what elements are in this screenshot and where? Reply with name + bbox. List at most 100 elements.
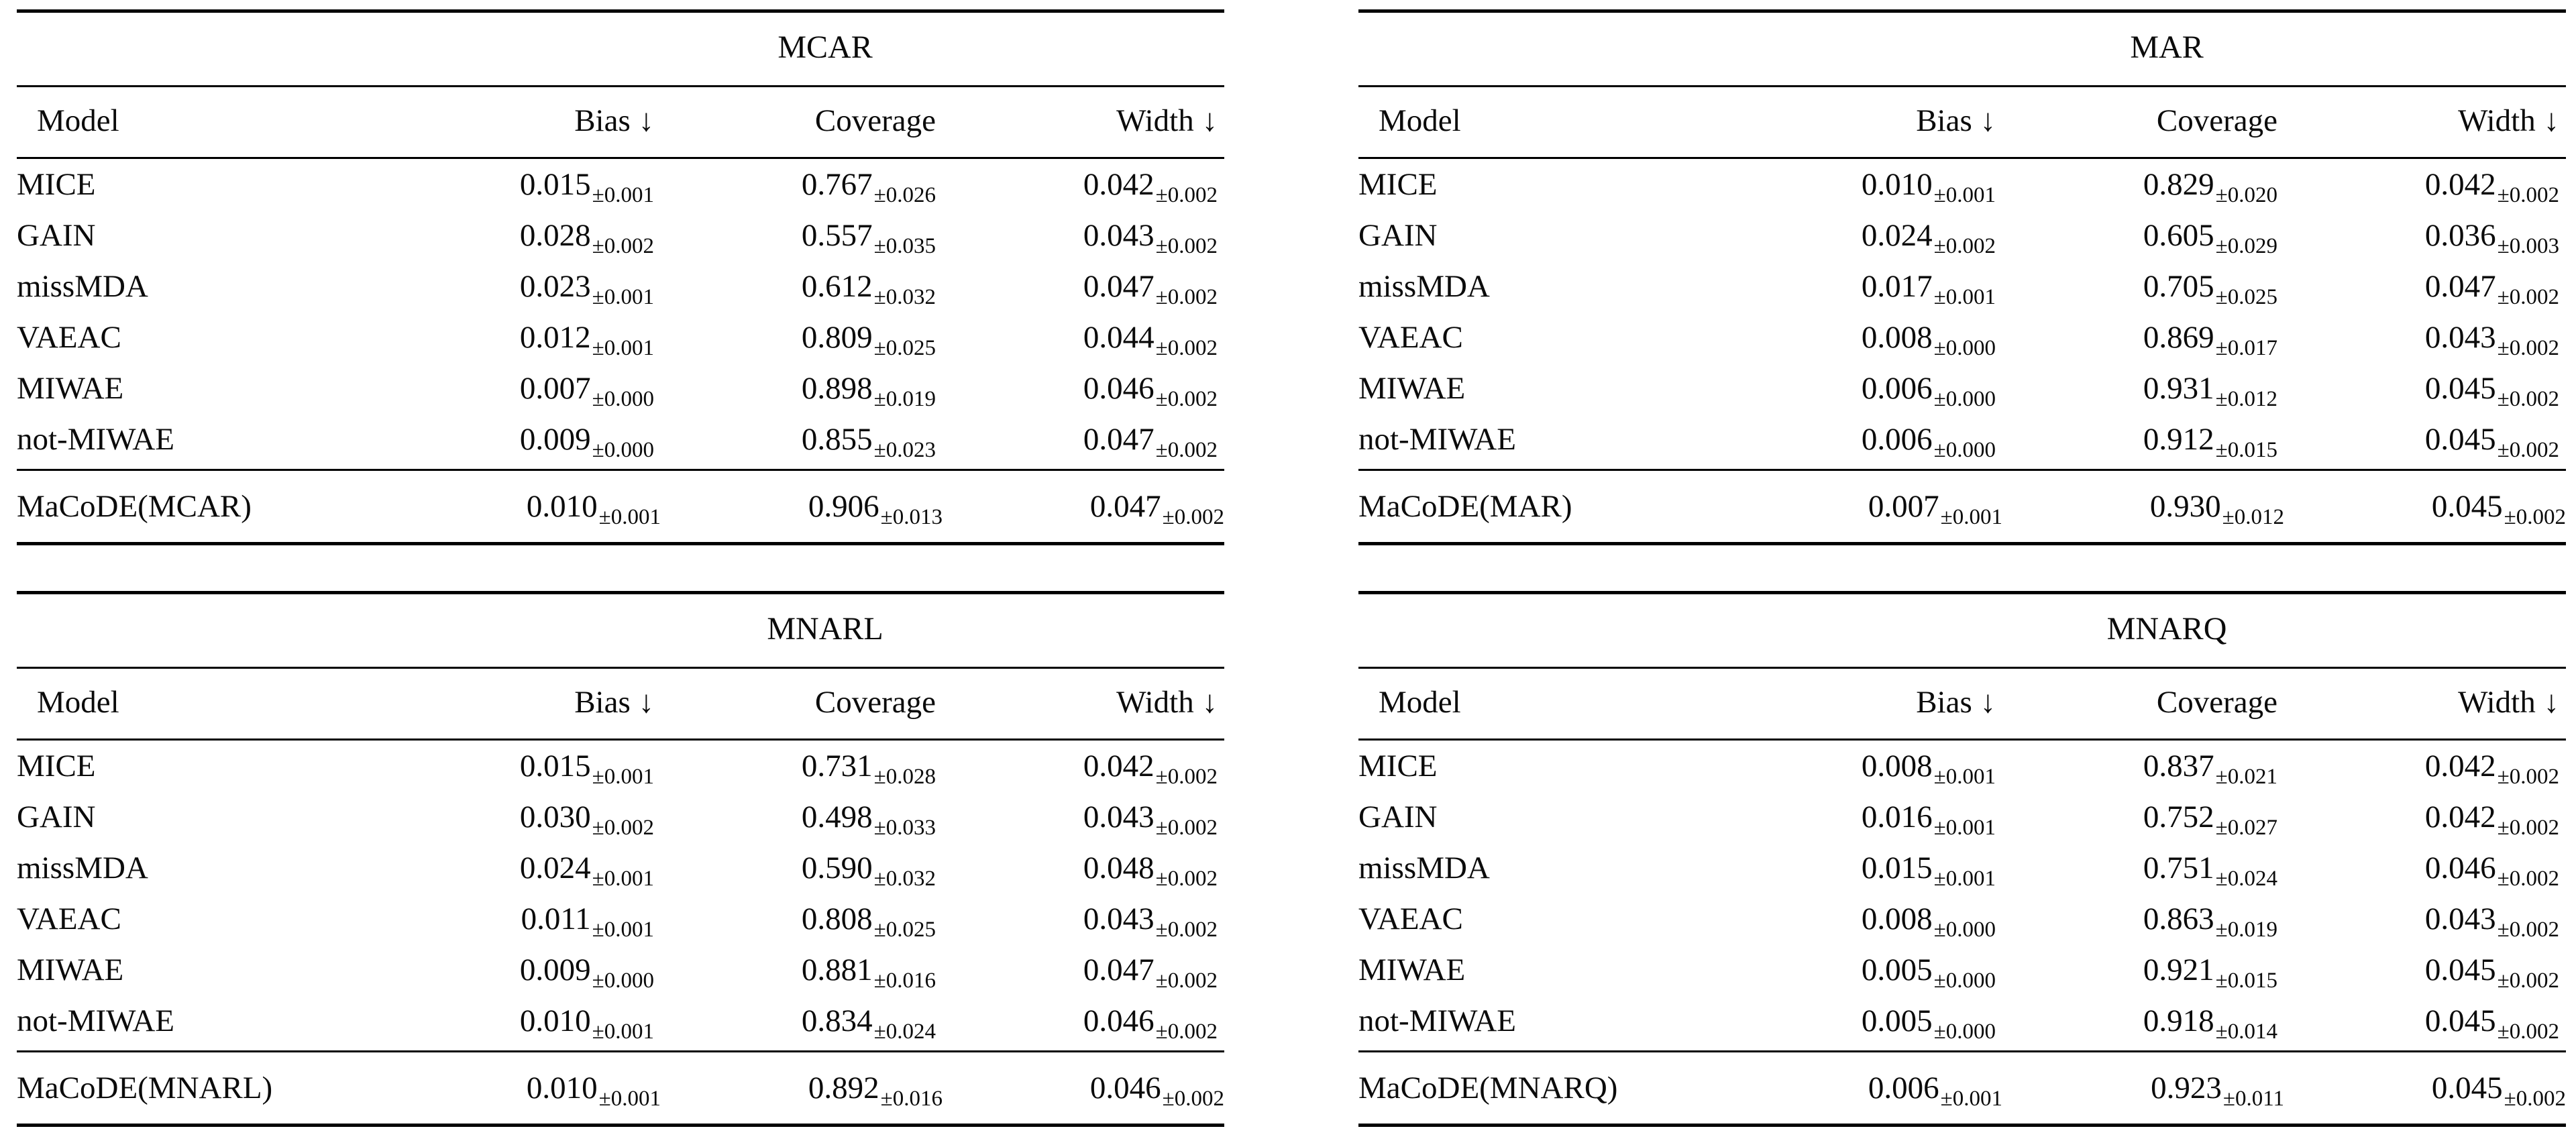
value-stderr-subscript: ±0.019 <box>2215 918 2277 942</box>
metric-value-cell: 0.009±0.000 <box>379 944 661 995</box>
value-main: 0.044 <box>1083 320 1155 355</box>
value-stderr-subscript: ±0.002 <box>2504 1087 2566 1111</box>
model-name: MICE <box>17 749 96 783</box>
value-stderr-subscript: ±0.001 <box>592 867 655 891</box>
title-spacer <box>17 11 380 87</box>
value-main: 0.015 <box>519 167 591 202</box>
table-row: missMDA 0.023±0.001 0.612±0.032 0.047±0.002 <box>17 261 1224 312</box>
value-main: 0.015 <box>519 749 591 783</box>
metric-value-cell: 0.808±0.025 <box>661 893 943 944</box>
value-stderr-subscript: ±0.002 <box>2497 387 2559 411</box>
value-stderr-subscript: ±0.015 <box>2215 969 2277 993</box>
value-main: 0.731 <box>801 749 873 783</box>
value-main: 0.705 <box>2143 269 2214 304</box>
value-main: 0.015 <box>1861 851 1933 885</box>
results-table-mar: MAR Model Bias ↓ Coverage Width ↓ MICE 0.010… <box>1358 9 2566 545</box>
model-name: missMDA <box>1358 269 1490 304</box>
table-row: MIWAE 0.009±0.000 0.881±0.016 0.047±0.002 <box>17 944 1224 995</box>
metric-value-cell: 0.008±0.001 <box>1721 740 2002 792</box>
value-main: 0.043 <box>2424 902 2496 936</box>
value-main: 0.006 <box>1868 1071 1939 1105</box>
metric-value-cell: 0.046±0.002 <box>2284 842 2566 893</box>
value-main: 0.898 <box>801 371 873 406</box>
metric-value-cell: 0.898±0.019 <box>661 363 943 414</box>
value-main: 0.829 <box>2143 167 2214 202</box>
value-stderr-subscript: ±0.000 <box>1933 438 1996 462</box>
metric-value-cell: 0.011±0.001 <box>379 893 661 944</box>
value-main: 0.043 <box>2424 320 2496 355</box>
value-stderr-subscript: ±0.017 <box>2215 336 2277 360</box>
metric-value-cell: 0.863±0.019 <box>2002 893 2284 944</box>
value-stderr-subscript: ±0.002 <box>1155 234 1218 258</box>
metric-value-cell: 0.047±0.002 <box>942 414 1224 471</box>
metric-value-cell: 0.881±0.016 <box>661 944 943 995</box>
value-main: 0.046 <box>2424 851 2496 885</box>
column-header-model: Model <box>1358 86 1721 159</box>
results-table-mnarq: MNARQ Model Bias ↓ Coverage Width ↓ MICE 0.0… <box>1358 591 2566 1127</box>
value-main: 0.005 <box>1861 1003 1933 1038</box>
table-title-row: MCAR <box>17 11 1224 87</box>
value-stderr-subscript: ±0.002 <box>2497 969 2559 993</box>
metric-value-cell: 0.046±0.002 <box>942 995 1224 1052</box>
value-main: 0.047 <box>2424 269 2496 304</box>
table-body: MICE 0.015±0.001 0.767±0.026 0.042±0.002 GAI… <box>17 158 1224 471</box>
value-stderr-subscript: ±0.000 <box>592 387 655 411</box>
value-stderr-subscript: ±0.002 <box>2504 505 2566 529</box>
model-name: not-MIWAE <box>1358 995 1721 1052</box>
metric-value-cell: 0.010±0.001 <box>379 1052 661 1126</box>
table-row: MaCoDE(MNARL) 0.010±0.001 0.892±0.016 0.046… <box>17 1052 1224 1126</box>
table-row: GAIN 0.030±0.002 0.498±0.033 0.043±0.002 <box>17 791 1224 842</box>
metric-value-cell: 0.918±0.014 <box>2002 995 2284 1052</box>
title-spacer <box>17 592 380 669</box>
value-stderr-subscript: ±0.000 <box>1933 387 1996 411</box>
value-main: 0.047 <box>1083 269 1155 304</box>
value-stderr-subscript: ±0.001 <box>1933 867 1996 891</box>
table-title: MNARL <box>379 592 1224 669</box>
value-main: 0.923 <box>2151 1071 2222 1105</box>
value-stderr-subscript: ±0.000 <box>1933 918 1996 942</box>
value-stderr-subscript: ±0.000 <box>1933 969 1996 993</box>
value-stderr-subscript: ±0.002 <box>592 816 655 840</box>
value-main: 0.752 <box>2143 800 2214 834</box>
value-stderr-subscript: ±0.001 <box>592 183 655 207</box>
value-stderr-subscript: ±0.027 <box>2215 816 2277 840</box>
value-main: 0.036 <box>2424 218 2496 253</box>
value-main: 0.009 <box>519 422 591 457</box>
metric-value-cell: 0.015±0.001 <box>379 740 661 792</box>
value-main: 0.045 <box>2424 371 2496 406</box>
metric-value-cell: 0.006±0.000 <box>1721 414 2003 471</box>
metric-value-cell: 0.557±0.035 <box>661 210 943 261</box>
value-stderr-subscript: ±0.002 <box>1155 1020 1218 1044</box>
value-main: 0.590 <box>801 851 873 885</box>
column-header-metric: Width ↓ <box>942 667 1224 741</box>
value-main: 0.834 <box>801 1003 873 1038</box>
metric-value-cell: 0.829±0.020 <box>2002 158 2284 211</box>
value-stderr-subscript: ±0.002 <box>1155 285 1218 309</box>
metric-value-cell: 0.015±0.001 <box>379 158 661 211</box>
value-stderr-subscript: ±0.002 <box>2497 183 2559 207</box>
value-stderr-subscript: ±0.001 <box>1940 1087 2003 1111</box>
table-row: VAEAC 0.008±0.000 0.863±0.019 0.043±0.002 <box>1358 893 2566 944</box>
value-stderr-subscript: ±0.023 <box>873 438 936 462</box>
model-name: missMDA <box>17 851 148 885</box>
value-stderr-subscript: ±0.002 <box>592 234 655 258</box>
metric-value-cell: 0.042±0.002 <box>2284 791 2566 842</box>
table-row: not-MIWAE 0.006±0.000 0.912±0.015 0.045±0.0… <box>1358 414 2566 471</box>
table-title: MNARQ <box>1721 592 2566 669</box>
table-title: MAR <box>1721 11 2566 87</box>
table-row: VAEAC 0.011±0.001 0.808±0.025 0.043±0.002 <box>17 893 1224 944</box>
value-main: 0.042 <box>1083 749 1155 783</box>
value-main: 0.023 <box>519 269 591 304</box>
value-stderr-subscript: ±0.002 <box>1155 387 1218 411</box>
value-stderr-subscript: ±0.001 <box>598 505 661 529</box>
value-stderr-subscript: ±0.001 <box>592 285 655 309</box>
value-stderr-subscript: ±0.029 <box>2215 234 2277 258</box>
value-main: 0.009 <box>519 952 591 987</box>
column-header-metric: Coverage <box>2002 86 2284 159</box>
value-stderr-subscript: ±0.028 <box>873 765 936 789</box>
table-body: MICE 0.015±0.001 0.731±0.028 0.042±0.002 GAI… <box>17 740 1224 1052</box>
value-stderr-subscript: ±0.002 <box>2497 765 2559 789</box>
table-row: MIWAE 0.006±0.000 0.931±0.012 0.045±0.002 <box>1358 363 2566 414</box>
metric-value-cell: 0.498±0.033 <box>661 791 943 842</box>
value-stderr-subscript: ±0.024 <box>2215 867 2277 891</box>
